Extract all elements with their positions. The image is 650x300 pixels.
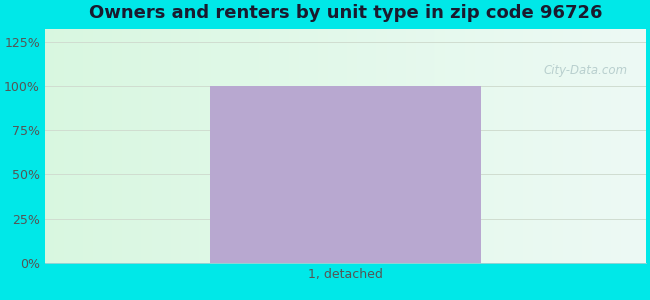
- Title: Owners and renters by unit type in zip code 96726: Owners and renters by unit type in zip c…: [88, 4, 602, 22]
- Text: City-Data.com: City-Data.com: [543, 64, 628, 77]
- Bar: [210, 86, 480, 263]
